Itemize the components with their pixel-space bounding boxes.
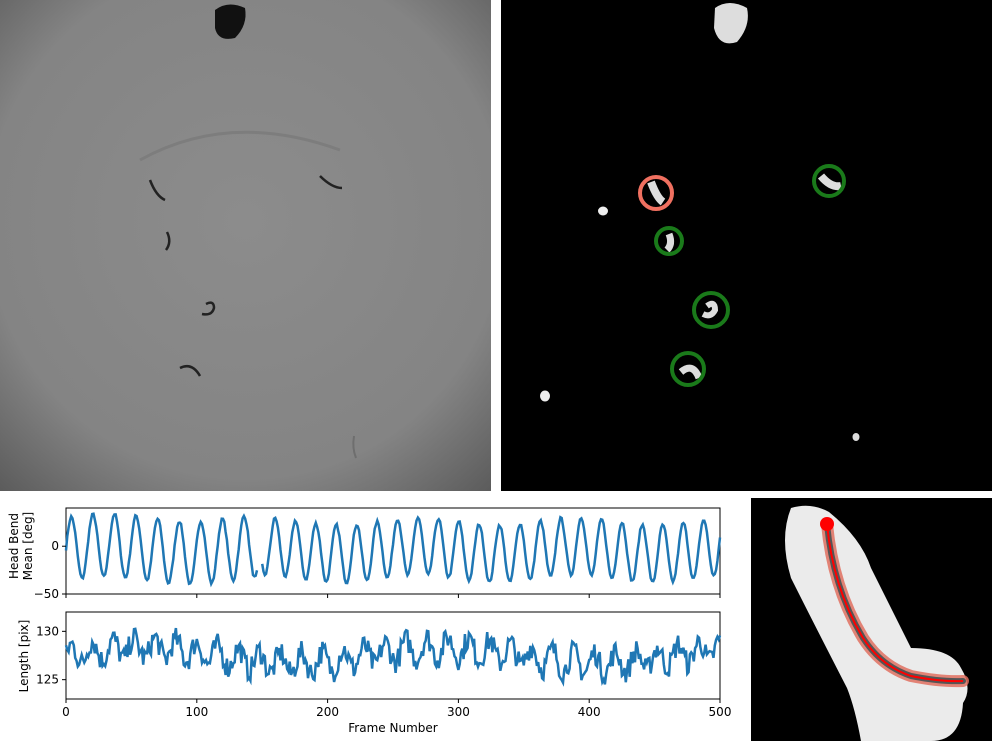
- head-bend-chart: 0 −50 Head Bend Mean [deg]: [7, 507, 722, 601]
- worm: [148, 179, 166, 202]
- ytick-label: 0: [51, 539, 59, 553]
- skeleton-image: [751, 498, 992, 741]
- raw-frame-panel: [0, 0, 491, 491]
- length-ylabel: Length [pix]: [17, 620, 31, 693]
- accept-ring: [692, 291, 730, 329]
- xtick-label: 300: [447, 705, 470, 719]
- xtick-label: 200: [316, 705, 339, 719]
- head-bend-xticks: [65, 594, 721, 598]
- xtick-label: 500: [709, 705, 732, 719]
- length-axes: [65, 611, 721, 700]
- head-bend-ylabel-2: Mean [deg]: [21, 512, 35, 581]
- xtick-label: 100: [185, 705, 208, 719]
- xtick-label: 400: [578, 705, 601, 719]
- tracked-worm: [654, 226, 684, 256]
- ytick-label: 130: [36, 624, 59, 638]
- length-xticks: 0 100 200 300 400 500: [62, 699, 731, 719]
- head-bend-series-segment: [260, 515, 722, 586]
- length-series-line: [64, 627, 722, 687]
- head-bend-axes: [65, 507, 721, 595]
- mask-blob: [714, 3, 748, 44]
- tracked-worm: [638, 175, 674, 211]
- debris-blob: [215, 4, 246, 39]
- timeseries-charts: 0 −50 Head Bend Mean [deg] 130 125 0 100 200…: [0, 496, 745, 743]
- ytick-label: 125: [36, 673, 59, 687]
- head-bend-ylabel-1: Head Bend: [7, 513, 21, 579]
- reject-ring: [638, 175, 674, 211]
- length-chart: 130 125 0 100 200 300 400 500 Length [pix] Fra…: [17, 611, 731, 735]
- worm: [164, 231, 171, 251]
- length-xlabel: Frame Number: [348, 721, 437, 735]
- worm: [201, 301, 216, 316]
- xtick-label: 0: [62, 705, 70, 719]
- tracked-worm: [692, 291, 730, 329]
- head-bend-yticks: 0 −50: [34, 539, 66, 601]
- skeleton-line: [826, 523, 964, 683]
- accept-ring: [670, 351, 706, 387]
- skeleton-panel: [751, 498, 992, 741]
- raw-frame-image: [0, 0, 491, 491]
- tracked-worm: [670, 351, 706, 387]
- head-bend-series-segment: [64, 512, 259, 588]
- timeseries-svg: 0 −50 Head Bend Mean [deg] 130 125 0 100 200…: [7, 507, 731, 735]
- accept-ring: [654, 226, 684, 256]
- length-yticks: 130 125: [36, 624, 66, 687]
- tracked-worm: [812, 164, 846, 198]
- segmentation-image: [501, 0, 992, 491]
- ytick-label: −50: [34, 587, 59, 601]
- segmentation-panel: [501, 0, 992, 491]
- worm: [319, 175, 343, 190]
- accept-ring: [812, 164, 846, 198]
- worm: [179, 365, 202, 377]
- head-marker: [820, 517, 834, 531]
